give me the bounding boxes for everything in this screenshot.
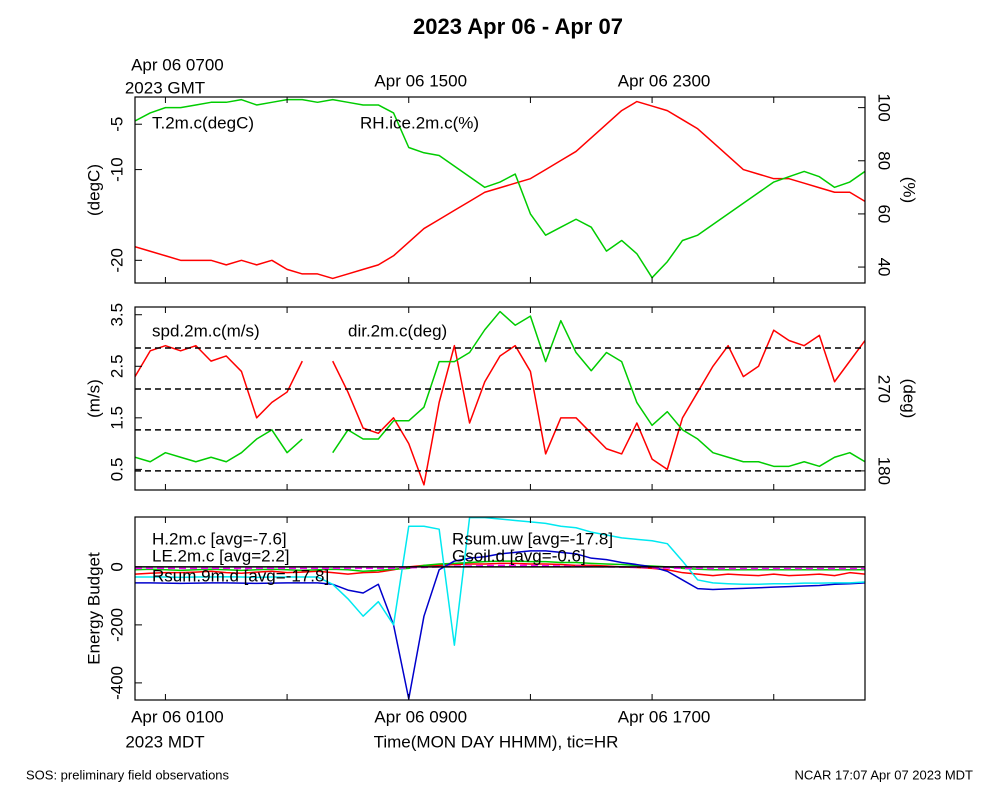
legend-label: RH.ice.2m.c(%) bbox=[360, 113, 479, 132]
x-top-tick-label: Apr 06 2300 bbox=[618, 71, 711, 90]
y-tick-label: -400 bbox=[107, 666, 126, 700]
series-line bbox=[135, 329, 865, 486]
legend-label: Rsum.uw [avg=-17.8] bbox=[452, 529, 613, 548]
y-axis-title: Energy Budget bbox=[84, 552, 103, 665]
y2-tick-label: 180 bbox=[875, 457, 894, 485]
legend-label: H.2m.c [avg=-7.6] bbox=[152, 529, 287, 548]
series-line bbox=[135, 100, 865, 280]
legend-label: LE.2m.c [avg=2.2] bbox=[152, 546, 290, 565]
plot-frame bbox=[134, 96, 866, 284]
y-tick-label: -200 bbox=[107, 608, 126, 642]
x-top-tick-label: Apr 06 1500 bbox=[374, 71, 467, 90]
y-tick-label: -20 bbox=[107, 248, 126, 273]
series-line bbox=[135, 560, 865, 572]
plot-frame bbox=[134, 516, 866, 701]
series-line bbox=[135, 550, 865, 700]
series-line bbox=[135, 98, 865, 279]
plot-frame bbox=[134, 306, 866, 491]
x-top-tick-label: Apr 06 0700 bbox=[131, 55, 224, 74]
footer-right: NCAR 17:07 Apr 07 2023 MDT bbox=[795, 767, 974, 782]
x-tick-label: Apr 06 1700 bbox=[618, 707, 711, 726]
y-axis-title: (degC) bbox=[84, 164, 103, 216]
legend-label: spd.2m.c(m/s) bbox=[152, 321, 260, 340]
legend-label: Rsum.9m.d [avg=-17.8] bbox=[152, 566, 329, 585]
y2-tick-label: 270 bbox=[875, 375, 894, 403]
x-top-note: 2023 GMT bbox=[125, 78, 205, 97]
y2-tick-label: 40 bbox=[875, 258, 894, 277]
series-line bbox=[135, 564, 865, 570]
y2-axis-title: (%) bbox=[900, 177, 919, 203]
y-tick-label: 0.5 bbox=[107, 458, 126, 482]
y2-tick-label: 100 bbox=[875, 93, 894, 121]
series-line bbox=[135, 310, 865, 468]
x-tick-label: Apr 06 0900 bbox=[374, 707, 467, 726]
legend-label: Gsoil.d [avg=-0.6] bbox=[452, 546, 586, 565]
plot-area bbox=[135, 98, 865, 280]
x-axis-title: Time(MON DAY HHMM), tic=HR bbox=[374, 732, 619, 751]
footer-left: SOS: preliminary field observations bbox=[26, 767, 230, 782]
y-tick-label: 0 bbox=[107, 562, 126, 571]
series-line bbox=[135, 562, 865, 577]
y-axis-title: (m/s) bbox=[84, 379, 103, 418]
y2-tick-label: 80 bbox=[875, 151, 894, 170]
plot-area bbox=[135, 310, 865, 486]
y-tick-label: -10 bbox=[107, 157, 126, 182]
series-line bbox=[135, 517, 865, 646]
y-tick-label: 3.5 bbox=[107, 303, 126, 327]
x-tick-label: Apr 06 0100 bbox=[131, 707, 224, 726]
y2-axis-title: (deg) bbox=[900, 379, 919, 419]
y2-tick-label: 60 bbox=[875, 204, 894, 223]
y-tick-label: 1.5 bbox=[107, 406, 126, 430]
plot-area bbox=[135, 517, 865, 700]
legend-label: T.2m.c(degC) bbox=[152, 113, 254, 132]
chart-title: 2023 Apr 06 - Apr 07 bbox=[413, 14, 623, 39]
y-tick-label: 2.5 bbox=[107, 354, 126, 378]
legend-label: dir.2m.c(deg) bbox=[348, 321, 447, 340]
y-tick-label: -5 bbox=[107, 117, 126, 132]
x-note: 2023 MDT bbox=[125, 732, 204, 751]
